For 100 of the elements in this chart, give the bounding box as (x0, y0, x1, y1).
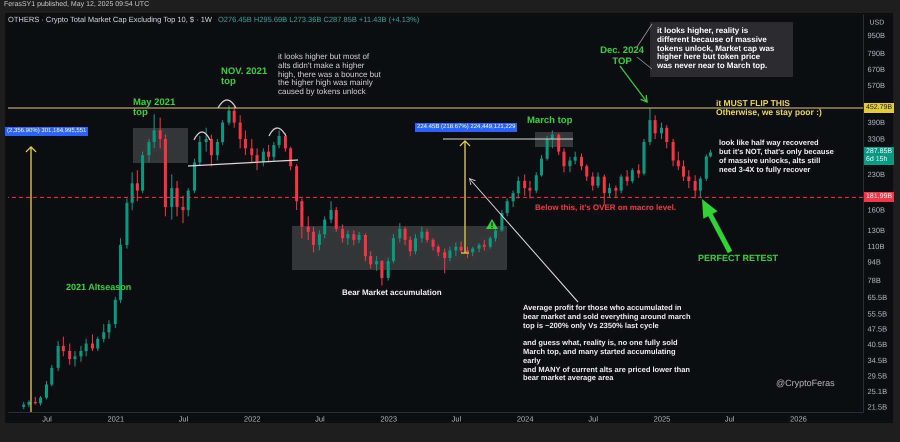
candlestick (130, 172, 134, 210)
candlestick (654, 114, 657, 140)
candlestick (392, 234, 395, 264)
candlestick (346, 230, 350, 246)
candlestick (216, 138, 219, 161)
candlestick (494, 226, 498, 242)
candlestick (369, 250, 372, 270)
candlestick (540, 154, 543, 178)
candlestick (330, 200, 333, 224)
annotation: it MUST FLIP THIS Otherwise, we stay poor :) (716, 98, 822, 117)
candlestick (448, 246, 452, 262)
candlestick (506, 198, 509, 217)
candlestick (660, 122, 663, 140)
candlestick (478, 242, 481, 253)
candlestick (90, 334, 94, 352)
candlestick (426, 228, 429, 243)
annotation: May 2021 top (133, 97, 176, 118)
candlestick (687, 170, 690, 189)
candlestick (591, 172, 594, 192)
candlestick (62, 336, 65, 357)
candlestick (698, 176, 702, 198)
candlestick (50, 364, 54, 387)
annotation: it looks higher but most of alts didn't make a higher high, there was a bounce but the higher high was mainly caused by tokens unlock (278, 52, 381, 97)
candlestick (557, 132, 560, 156)
candlestick (414, 234, 417, 255)
annotation: Bear Market accumulation (342, 288, 442, 298)
annotation: Dec. 2024 TOP (599, 45, 645, 67)
candlestick (408, 236, 412, 257)
candlestick (626, 170, 629, 186)
candlestick (471, 246, 474, 257)
candlestick (198, 136, 202, 167)
candlestick (672, 138, 675, 167)
candlestick (574, 151, 577, 165)
candlestick (250, 138, 254, 163)
candlestick (204, 127, 208, 152)
candlestick (488, 236, 492, 250)
candlestick (500, 209, 504, 232)
candlestick (568, 156, 572, 173)
candlestick (210, 134, 213, 167)
annotation: March top (527, 115, 572, 127)
candlestick (56, 340, 60, 372)
candlestick (278, 130, 281, 149)
candlestick (386, 258, 390, 281)
candlestick (420, 226, 424, 243)
candlestick (364, 232, 367, 262)
candlestick (352, 230, 356, 246)
candlestick (255, 148, 258, 171)
candlestick (262, 148, 265, 167)
candlestick (398, 222, 402, 243)
candlestick (221, 120, 224, 146)
candlestick (289, 146, 292, 171)
candlestick (79, 345, 82, 362)
candlestick (170, 174, 174, 220)
candlestick (682, 160, 686, 182)
annotation: it looks higher, reality is different because of massive tokens unlock, Market cap was higher here but token price was never near to March top. (657, 26, 774, 71)
candlestick (665, 124, 668, 149)
candlestick (454, 242, 458, 257)
candlestick (676, 151, 680, 171)
candlestick (323, 216, 326, 239)
candlestick (232, 106, 236, 128)
candlestick (227, 104, 230, 126)
candlestick (562, 148, 566, 173)
candlestick (39, 396, 42, 406)
candlestick (341, 224, 344, 243)
candlestick (147, 138, 150, 163)
candlestick (460, 241, 463, 253)
candlestick (312, 226, 315, 253)
candlestick (637, 164, 640, 178)
candlestick (620, 174, 623, 194)
candlestick (358, 231, 361, 244)
annotation: Below this, it's OVER on macro level. (535, 203, 676, 212)
candlestick (608, 182, 612, 198)
candlestick (73, 350, 76, 367)
candlestick (630, 168, 634, 184)
annotation: @CryptoFeras (776, 378, 835, 388)
candlestick (404, 226, 407, 246)
candlestick (596, 172, 600, 189)
candlestick (436, 244, 440, 257)
candlestick (238, 114, 242, 149)
candlestick (375, 256, 378, 272)
annotation: PERFECT RETEST (698, 253, 778, 264)
candlestick (84, 338, 88, 357)
candlestick (152, 114, 156, 149)
candlestick (443, 248, 446, 274)
candlestick (585, 164, 588, 182)
candlestick (648, 108, 652, 146)
candlestick (102, 324, 106, 343)
candlestick (580, 152, 583, 171)
candlestick (516, 176, 520, 199)
candlestick (45, 380, 48, 400)
candlestick (512, 190, 515, 208)
candlestick (546, 136, 549, 161)
annotation: NOV. 2021 top (221, 66, 268, 87)
candlestick (96, 336, 100, 352)
candlestick (68, 343, 72, 366)
candlestick (334, 206, 338, 232)
candlestick (432, 238, 435, 251)
candlestick (534, 172, 538, 194)
candlestick (704, 154, 708, 182)
candlestick (158, 117, 162, 149)
